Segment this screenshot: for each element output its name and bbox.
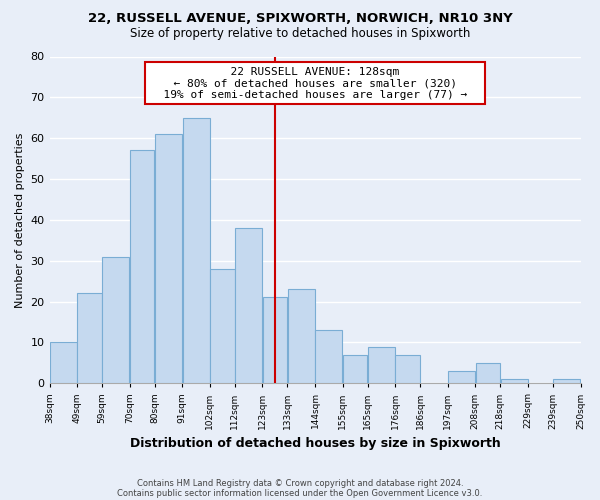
Text: Size of property relative to detached houses in Spixworth: Size of property relative to detached ho… xyxy=(130,28,470,40)
Bar xyxy=(343,354,367,384)
Bar xyxy=(182,118,209,384)
Bar xyxy=(448,371,475,384)
Bar xyxy=(395,354,420,384)
Bar xyxy=(130,150,154,384)
Bar xyxy=(315,330,342,384)
Bar xyxy=(50,342,77,384)
Text: Contains public sector information licensed under the Open Government Licence v3: Contains public sector information licen… xyxy=(118,488,482,498)
Text: 22 RUSSELL AVENUE: 128sqm  
  ← 80% of detached houses are smaller (320)  
  19%: 22 RUSSELL AVENUE: 128sqm ← 80% of detac… xyxy=(149,66,481,100)
Bar xyxy=(210,269,235,384)
Bar xyxy=(553,379,580,384)
Bar xyxy=(288,290,315,384)
X-axis label: Distribution of detached houses by size in Spixworth: Distribution of detached houses by size … xyxy=(130,437,500,450)
Bar xyxy=(103,256,130,384)
Bar xyxy=(235,228,262,384)
Bar xyxy=(368,346,395,384)
Y-axis label: Number of detached properties: Number of detached properties xyxy=(15,132,25,308)
Bar xyxy=(476,363,500,384)
Bar xyxy=(155,134,182,384)
Text: Contains HM Land Registry data © Crown copyright and database right 2024.: Contains HM Land Registry data © Crown c… xyxy=(137,478,463,488)
Bar xyxy=(263,298,287,384)
Bar xyxy=(500,379,527,384)
Text: 22, RUSSELL AVENUE, SPIXWORTH, NORWICH, NR10 3NY: 22, RUSSELL AVENUE, SPIXWORTH, NORWICH, … xyxy=(88,12,512,26)
Bar xyxy=(77,294,102,384)
